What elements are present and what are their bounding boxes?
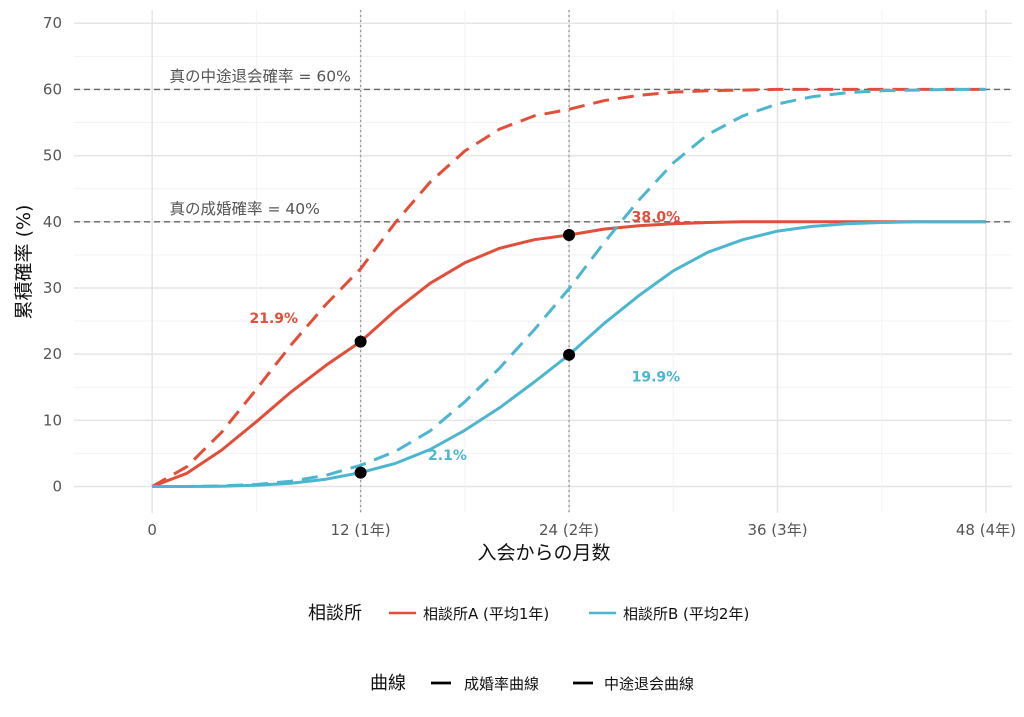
point-labels: 21.9% 38.0% 2.1% 19.9% [249, 209, 680, 463]
legend-label-b: 相談所B (平均2年) [623, 605, 749, 623]
x-tick-label: 0 [147, 521, 157, 539]
series-line [152, 87, 986, 488]
series-line [151, 87, 986, 488]
data-point [563, 229, 576, 242]
y-tick-label: 20 [43, 345, 62, 363]
data-label: 2.1% [428, 448, 467, 464]
y-tick-label: 40 [43, 213, 62, 231]
data-point [354, 466, 367, 479]
reference-line-label: 真の成婚確率 = 40% [170, 200, 320, 218]
y-tick-label: 50 [43, 147, 62, 165]
legend-curve-title: 曲線 [370, 673, 406, 694]
axis-ticks: 0 10 20 30 40 50 60 70 0 12 (1年) 24 (2年) 36 (3年) 48 … [43, 14, 1016, 539]
legend-label-dashed: 中途退会曲線 [604, 675, 694, 693]
y-tick-label: 10 [43, 411, 62, 429]
legend-color-title: 相談所 [308, 603, 362, 624]
x-tick-label: 36 (3年) [747, 521, 807, 539]
y-tick-label: 0 [52, 478, 62, 496]
legend-curve: 曲線 成婚率曲線 中途退会曲線 [370, 673, 694, 694]
legend-label-a: 相談所A (平均1年) [423, 605, 549, 623]
y-tick-label: 30 [43, 279, 62, 297]
x-tick-label: 24 (2年) [539, 521, 599, 539]
data-points [354, 229, 576, 479]
x-tick-label: 12 (1年) [331, 521, 391, 539]
data-point [354, 335, 367, 348]
legend-label-solid: 成婚率曲線 [464, 675, 539, 693]
x-tick-label: 48 (4年) [956, 521, 1016, 539]
x-axis-title: 入会からの月数 [477, 542, 610, 564]
y-axis-title: 累積確率 (%) [13, 205, 35, 320]
data-point [563, 348, 576, 361]
y-tick-label: 60 [43, 80, 62, 98]
data-label: 19.9% [632, 370, 681, 386]
y-tick-label: 70 [43, 14, 62, 32]
data-label: 21.9% [249, 311, 298, 327]
legend-color: 相談所 相談所A (平均1年) 相談所B (平均2年) [308, 603, 749, 624]
reference-line-label: 真の中途退会確率 = 60% [170, 67, 351, 85]
data-label: 38.0% [632, 209, 681, 225]
